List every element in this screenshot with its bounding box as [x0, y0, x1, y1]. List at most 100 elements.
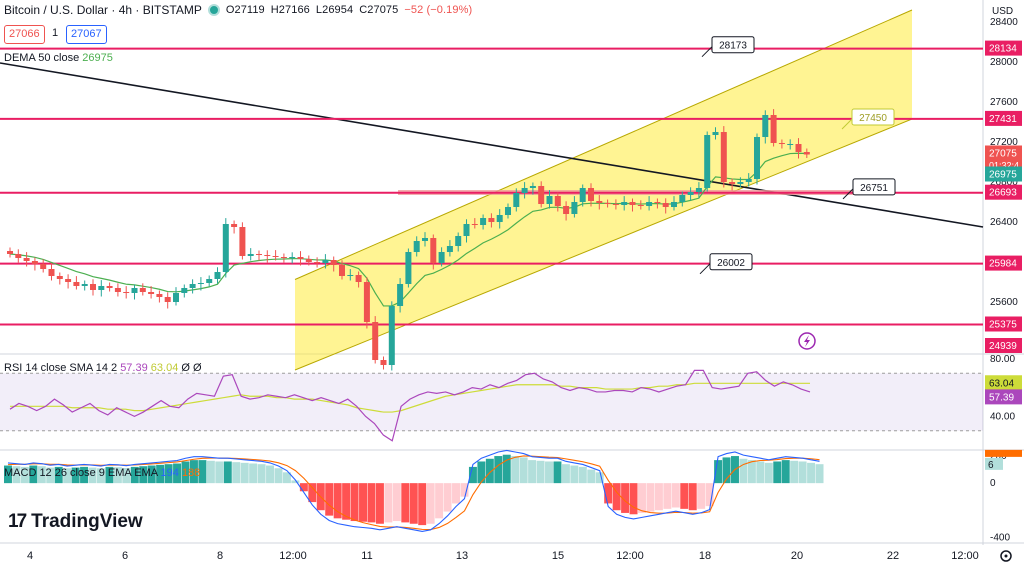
macd-histogram-bar — [418, 483, 427, 526]
macd-histogram-bar — [587, 469, 596, 484]
ohlc-open: O27119 — [225, 4, 265, 16]
candle-body — [538, 186, 545, 204]
macd-histogram-bar — [545, 461, 553, 484]
macd-histogram-bar — [173, 463, 182, 484]
macd-label: MACD 12 26 close 9 EMA EMA — [4, 467, 158, 479]
candle-body — [604, 203, 611, 204]
price-axis-currency: USD — [992, 6, 1013, 17]
candle-body — [729, 182, 736, 184]
candle-body — [397, 284, 404, 306]
macd-histogram-bar — [401, 483, 410, 523]
macd-histogram-bar — [612, 483, 621, 511]
macd-histogram-bar — [54, 466, 63, 484]
lightning-icon — [798, 332, 816, 350]
macd-histogram-bar — [790, 460, 799, 484]
macd-histogram-bar — [621, 483, 630, 513]
time-axis-tick: 13 — [456, 550, 468, 562]
settings-icon[interactable] — [1000, 550, 1012, 562]
candle-body — [513, 193, 520, 207]
macd-histogram-bar — [443, 483, 452, 512]
candle-body — [114, 288, 121, 292]
macd-histogram-bar — [638, 483, 646, 513]
macd-axis-tick: 0 — [990, 478, 996, 489]
candle-body — [214, 272, 221, 279]
time-axis-tick: 20 — [791, 550, 803, 562]
chart-header: Bitcoin / U.S. Dollar · 4h · BITSTAMP O2… — [4, 2, 472, 18]
candle-body — [480, 218, 487, 225]
sell-button[interactable]: 27066 — [4, 25, 45, 44]
macd-histogram-bar — [63, 468, 72, 484]
candle-body — [704, 135, 711, 188]
macd-histogram-bar — [189, 460, 198, 484]
candle-body — [197, 283, 204, 284]
candle-body — [803, 152, 810, 155]
candle-body — [380, 360, 387, 365]
rsi-axis-tick: 80.00 — [990, 354, 1015, 365]
candle-body — [679, 195, 686, 202]
candle-body — [7, 251, 13, 254]
macd-histogram-bar — [764, 462, 773, 484]
macd-histogram-bar — [815, 464, 824, 484]
macd-legend[interactable]: MACD 12 26 close 9 EMA EMA 194 188 — [4, 467, 200, 479]
candle-body — [297, 257, 304, 259]
candle-body — [98, 286, 105, 290]
macd-histogram-bar — [494, 456, 503, 484]
candle-body — [15, 254, 22, 258]
candle-body — [156, 294, 163, 297]
buy-button[interactable]: 27067 — [66, 25, 107, 44]
macd-histogram-bar — [468, 466, 477, 484]
candle-body — [355, 275, 362, 282]
rsi-legend[interactable]: RSI 14 close SMA 14 2 57.39 63.04 Ø Ø — [4, 362, 202, 374]
macd-histogram-bar — [257, 464, 266, 484]
price-level-tag — [985, 184, 1022, 200]
rsi-tag-label: 57.39 — [989, 392, 1014, 403]
macd-histogram-bar — [113, 467, 122, 484]
time-axis-tick: 12:00 — [951, 550, 979, 562]
macd-histogram-bar — [367, 483, 376, 523]
candle-body — [106, 286, 113, 288]
time-axis-tick: 8 — [217, 550, 223, 562]
rsi-tag — [985, 389, 1022, 405]
price-level-tag — [985, 255, 1022, 271]
candle-body — [737, 182, 744, 184]
market-status-icon — [207, 4, 220, 16]
tradingview-wordmark: TradingView — [31, 511, 143, 532]
macd-histogram-bar — [71, 467, 80, 484]
macd-histogram-bar — [4, 465, 12, 484]
macd-histogram-bar — [452, 483, 460, 504]
candle-body — [305, 259, 312, 262]
candle-body — [347, 275, 354, 276]
macd-histogram-bar — [325, 483, 334, 516]
candle-body — [695, 188, 702, 192]
candle-body — [745, 179, 752, 182]
macd-histogram-bar — [485, 458, 494, 484]
macd-histogram-bar — [595, 472, 604, 484]
macd-histogram-bar — [654, 483, 663, 511]
macd-histogram-bar — [519, 457, 528, 484]
candle-body — [181, 288, 188, 293]
macd-histogram-bar — [663, 483, 672, 509]
price-level-tag — [985, 338, 1022, 353]
candle-body — [438, 252, 445, 263]
macd-histogram-bar — [232, 462, 241, 484]
candle-body — [529, 186, 536, 188]
macd-histogram-bar — [671, 483, 680, 508]
time-axis-tick: 11 — [361, 550, 372, 562]
macd-histogram-bar — [147, 465, 156, 484]
macd-axis-tick: -400 — [990, 532, 1010, 543]
tradingview-logo: 17 TradingView — [8, 511, 143, 533]
time-axis-tick: 12:00 — [616, 550, 644, 562]
rsi-sma-tag-label: 63.04 — [989, 378, 1014, 389]
order-quantity[interactable]: 1 — [52, 27, 59, 39]
dema-legend[interactable]: DEMA 50 close 26975 — [4, 52, 113, 64]
candle-body — [131, 288, 138, 293]
symbol-title[interactable]: Bitcoin / U.S. Dollar · 4h · BITSTAMP — [4, 3, 202, 17]
lightning-glyph — [804, 335, 810, 347]
macd-histogram-bar — [426, 483, 435, 524]
settings-gear-ring — [1000, 550, 1012, 562]
macd-histogram-bar — [130, 466, 139, 484]
macd-histogram-bar — [198, 460, 207, 484]
candle-body — [621, 202, 628, 205]
candle-body — [637, 205, 644, 206]
